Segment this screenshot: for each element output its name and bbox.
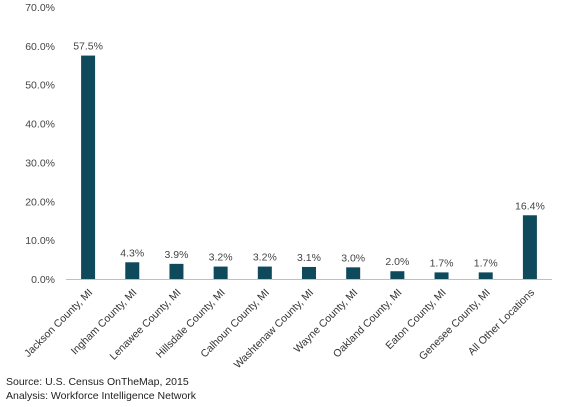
bar: [257, 266, 272, 279]
data-label: 2.0%: [385, 256, 409, 268]
y-tick-label: 30.0%: [25, 157, 55, 169]
bar: [169, 263, 184, 279]
y-tick-label: 20.0%: [25, 196, 55, 208]
data-label: 1.7%: [430, 257, 454, 269]
bar: [125, 262, 140, 279]
bar: [346, 267, 361, 279]
data-label: 3.2%: [253, 252, 277, 264]
y-tick-label: 10.0%: [25, 235, 55, 247]
data-label: 3.2%: [209, 252, 233, 264]
source-note: Source: U.S. Census OnTheMap, 2015: [6, 376, 189, 388]
bar: [478, 272, 493, 279]
data-label: 16.4%: [515, 200, 545, 212]
bar: [522, 215, 537, 279]
bar: [213, 266, 228, 279]
data-label: 3.0%: [341, 252, 365, 264]
analysis-note: Analysis: Workforce Intelligence Network: [6, 390, 197, 402]
bar: [302, 266, 316, 279]
y-tick-label: 50.0%: [25, 80, 55, 92]
y-tick-label: 40.0%: [25, 119, 55, 131]
bar: [81, 55, 96, 280]
data-label: 3.9%: [164, 249, 188, 261]
bars: [81, 55, 537, 280]
y-tick-label: 0.0%: [31, 274, 55, 286]
y-tick-label: 70.0%: [25, 2, 55, 14]
data-labels: 57.5% 4.3% 3.9% 3.2% 3.2% 3.1% 3.0% 2.0% 1.7% 1.7…: [73, 41, 545, 270]
y-axis: 0.0% 10.0% 20.0% 30.0% 40.0% 50.0% 60.0% 70.0%: [25, 2, 55, 286]
data-label: 1.7%: [474, 257, 498, 269]
data-label: 3.1%: [297, 252, 321, 264]
data-label: 57.5%: [73, 41, 103, 53]
y-tick-label: 60.0%: [25, 41, 55, 53]
data-label: 4.3%: [120, 247, 144, 259]
bar: [434, 272, 449, 279]
x-tick-label: Washtenaw County, MI: [232, 287, 316, 371]
bar: [390, 271, 405, 279]
